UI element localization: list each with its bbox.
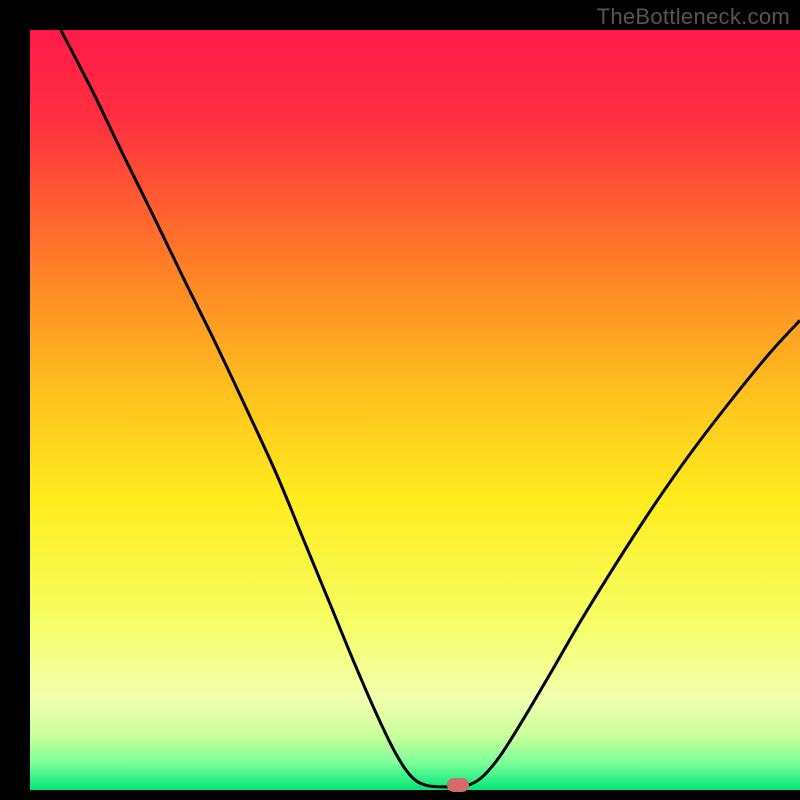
chart-container: { "meta": { "watermark_text": "TheBottle… [0, 0, 800, 800]
optimal-point-marker [447, 778, 469, 792]
plot-area [30, 30, 800, 790]
watermark-text: TheBottleneck.com [597, 4, 790, 30]
